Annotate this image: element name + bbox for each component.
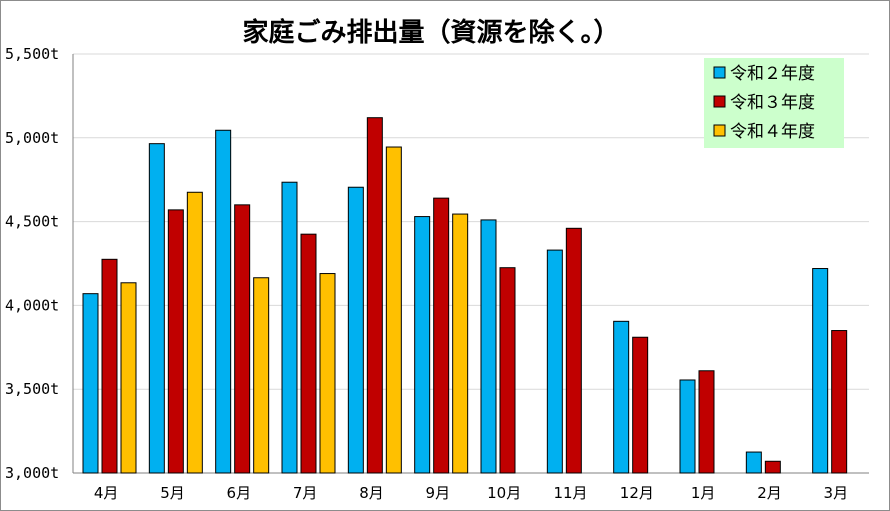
bar <box>319 273 336 474</box>
bar <box>234 204 251 474</box>
legend-swatch <box>713 124 726 137</box>
x-category-label: 2月 <box>757 484 782 502</box>
y-tick-label: 4,500t <box>5 213 59 231</box>
x-category-label: 10月 <box>487 484 521 502</box>
bar <box>632 336 649 474</box>
bar <box>812 268 829 474</box>
x-axis-category-labels: 4月 5月 6月 7月 8月 9月 10月 11月 12月 1月 2月 3月 <box>94 484 848 502</box>
legend-swatch <box>713 95 726 108</box>
bar <box>698 370 715 474</box>
y-tick-label: 5,500t <box>5 45 59 63</box>
bar <box>82 293 99 474</box>
bar <box>120 282 137 474</box>
chart-title: 家庭ごみ排出量（資源を除く。） <box>242 17 619 48</box>
y-tick-label: 5,000t <box>5 129 59 147</box>
bar <box>215 129 232 474</box>
y-tick-label: 3,000t <box>5 464 59 482</box>
x-category-label: 3月 <box>824 484 849 502</box>
bar <box>101 258 118 474</box>
x-category-label: 5月 <box>160 484 185 502</box>
bar <box>452 213 469 474</box>
x-category-label: 4月 <box>94 484 119 502</box>
grid-lines <box>72 53 869 474</box>
bar <box>764 460 781 474</box>
bar <box>499 267 516 474</box>
x-category-label: 7月 <box>293 484 318 502</box>
bar <box>186 191 203 474</box>
bar <box>613 320 630 474</box>
bars <box>82 117 848 474</box>
bar <box>414 216 431 474</box>
bar <box>281 181 298 474</box>
bar <box>831 330 848 474</box>
bar <box>253 277 270 474</box>
bar <box>167 209 184 474</box>
y-tick-label: 3,500t <box>5 380 59 398</box>
bar <box>679 379 696 474</box>
x-category-label: 1月 <box>691 484 716 502</box>
y-tick-label: 4,000t <box>5 296 59 314</box>
bar <box>480 219 497 474</box>
bar <box>565 227 582 474</box>
x-category-label: 9月 <box>426 484 451 502</box>
bar <box>433 197 450 474</box>
bar <box>366 117 383 474</box>
legend-label: 令和４年度 <box>730 122 815 142</box>
bar <box>546 249 563 474</box>
bar <box>745 451 762 474</box>
legend-swatch <box>713 66 726 79</box>
y-axis-tick-labels: 3,000t 3,500t 4,000t 4,500t 5,000t 5,500t <box>5 45 59 482</box>
x-category-label: 12月 <box>620 484 654 502</box>
bar <box>347 186 364 474</box>
bar <box>300 233 317 474</box>
x-category-label: 6月 <box>227 484 252 502</box>
legend-label: 令和３年度 <box>730 93 815 113</box>
x-category-label: 11月 <box>553 484 587 502</box>
legend-background <box>704 58 844 148</box>
bar <box>385 146 402 474</box>
legend-label: 令和２年度 <box>730 64 815 84</box>
x-category-label: 8月 <box>359 484 384 502</box>
bar <box>148 143 165 474</box>
